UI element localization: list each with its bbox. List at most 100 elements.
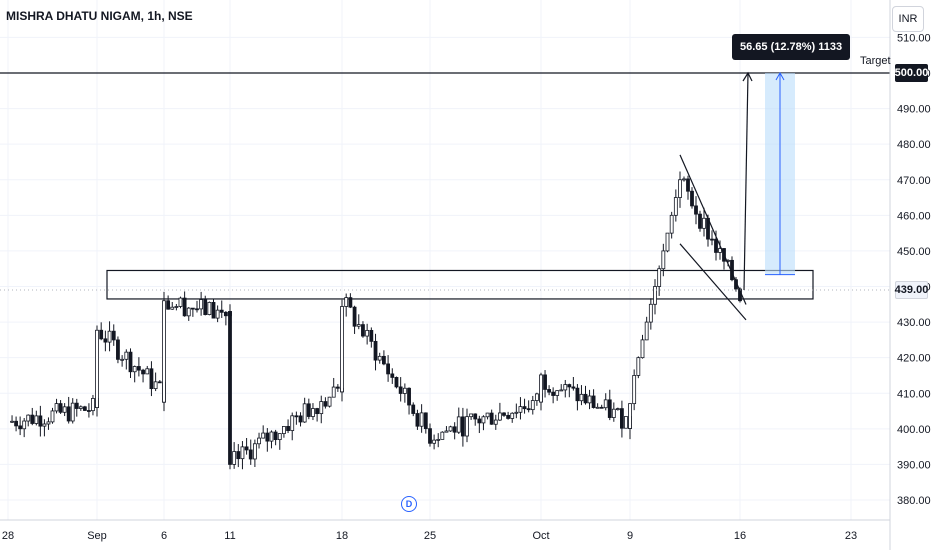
candle-body xyxy=(481,416,486,424)
candle-body xyxy=(567,384,572,388)
candle-body xyxy=(62,406,67,413)
candle-body xyxy=(149,368,154,390)
resistance-zone xyxy=(106,269,814,300)
candle-body xyxy=(182,297,187,317)
candle-body xyxy=(50,410,55,423)
candle-body xyxy=(694,205,698,215)
candle-body xyxy=(502,412,506,416)
candle-body xyxy=(648,303,653,323)
x-tick-label: 28 xyxy=(2,530,14,542)
candle-body xyxy=(356,324,361,327)
candle-body xyxy=(145,368,150,375)
y-tick-label: 410.00 xyxy=(897,388,931,400)
candle-body xyxy=(162,300,166,403)
candle-body xyxy=(398,386,403,394)
resistance-zone-box xyxy=(106,269,814,300)
candle-body xyxy=(415,413,420,427)
candle-body xyxy=(344,297,349,307)
projection-arrow-head xyxy=(742,71,753,82)
candle-body xyxy=(215,309,220,319)
candle-body xyxy=(315,408,320,415)
x-tick-label: 25 xyxy=(424,530,436,542)
candle-body xyxy=(436,438,441,441)
y-tick-label: 510.00 xyxy=(897,32,931,44)
candle-body xyxy=(248,449,253,460)
candle-body xyxy=(665,232,670,252)
candle-body xyxy=(382,355,386,365)
candle-body xyxy=(661,250,666,270)
candle-body xyxy=(669,214,674,234)
candle-body xyxy=(66,406,71,422)
candle-body xyxy=(10,420,14,423)
candle-body xyxy=(530,400,535,411)
candle-body xyxy=(690,190,694,207)
candle-body xyxy=(240,446,245,460)
candle-body xyxy=(591,395,596,408)
candle-body xyxy=(257,437,261,445)
candle-body xyxy=(452,426,457,433)
candle-body xyxy=(615,408,620,411)
candle-body xyxy=(18,425,23,430)
candle-body xyxy=(702,217,706,229)
candle-body xyxy=(352,306,357,327)
candle-body xyxy=(170,306,175,310)
candle-body xyxy=(373,340,378,361)
candle-body xyxy=(718,248,722,253)
candle-body xyxy=(38,415,43,427)
candle-body xyxy=(444,430,449,433)
candle-body xyxy=(682,178,686,181)
candle-body xyxy=(236,451,241,460)
y-tick-label: 450.00 xyxy=(897,246,931,258)
candle-body xyxy=(657,268,662,287)
candle-body xyxy=(423,412,428,430)
candle-body xyxy=(587,395,592,404)
candle-body xyxy=(493,419,498,425)
candle-body xyxy=(547,389,551,393)
candle-body xyxy=(290,415,295,431)
candle-body xyxy=(95,329,99,408)
candle-body xyxy=(207,301,212,315)
dividend-marker[interactable]: D xyxy=(401,496,417,512)
y-tick-label: 430.00 xyxy=(897,317,931,329)
candle-body xyxy=(603,399,608,409)
candle-body xyxy=(710,238,714,241)
target-label: Target xyxy=(860,55,891,67)
candle-body xyxy=(124,351,129,360)
candle-body xyxy=(34,415,39,424)
candle-body xyxy=(219,309,224,313)
x-tick-label: 11 xyxy=(224,530,235,542)
candle-body xyxy=(555,390,560,396)
candle-body xyxy=(522,406,527,410)
y-tick-label: 400.00 xyxy=(897,424,931,436)
candle-body xyxy=(506,414,511,419)
candle-body xyxy=(120,358,125,361)
candle-body xyxy=(636,357,641,376)
candle-body xyxy=(82,406,87,411)
candle-body xyxy=(311,408,315,417)
y-tick-label: 420.00 xyxy=(897,353,931,365)
candle-body xyxy=(714,238,718,253)
x-tick-label: 9 xyxy=(627,530,633,542)
candle-body xyxy=(673,197,678,216)
candle-body xyxy=(611,408,616,418)
last-price-tag: 439.00 xyxy=(895,281,928,299)
candle-body xyxy=(477,418,482,424)
currency-button[interactable]: INR xyxy=(892,6,924,32)
candle-body xyxy=(340,306,344,393)
drawings xyxy=(0,71,890,321)
candle-body xyxy=(489,412,494,425)
candle-body xyxy=(448,426,453,432)
candle-body xyxy=(153,381,158,390)
candle-body xyxy=(543,374,547,390)
x-tick-label: 16 xyxy=(734,530,746,542)
y-tick-label: 460.00 xyxy=(897,210,931,222)
candle-body xyxy=(607,399,612,418)
candle-body xyxy=(42,423,47,427)
candle-body xyxy=(203,299,208,315)
candle-body xyxy=(539,374,543,403)
candle-body xyxy=(628,403,632,429)
candle-body xyxy=(252,443,257,460)
candle-body xyxy=(223,311,228,317)
candle-body xyxy=(22,420,27,430)
